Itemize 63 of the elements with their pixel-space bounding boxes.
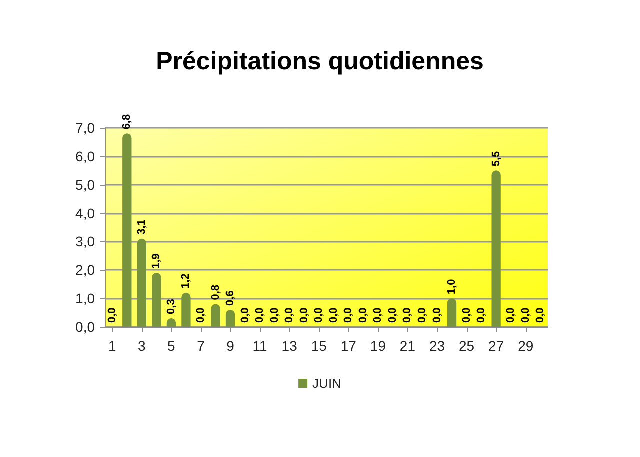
x-tick-label: 25: [458, 338, 475, 354]
y-tick-label: 5,0: [76, 176, 96, 193]
x-tick-label: 1: [108, 338, 116, 354]
data-label: 0,0: [239, 308, 252, 323]
data-label: 0,6: [224, 290, 237, 306]
data-label: 0,0: [106, 308, 118, 323]
data-label: 5,5: [490, 151, 502, 167]
bar: [182, 292, 191, 327]
data-label: 0,3: [165, 299, 178, 314]
data-label: 0,0: [372, 308, 384, 323]
chart-title: Précipitations quotidiennes: [156, 48, 484, 76]
y-tick-label: 7,0: [76, 120, 96, 136]
data-label: 0,0: [460, 308, 473, 323]
x-tick-label: 5: [168, 338, 176, 354]
x-tick-label: 19: [370, 338, 386, 354]
bar: [137, 238, 146, 327]
data-label: 0,8: [210, 284, 222, 300]
x-tick-label: 23: [429, 338, 446, 354]
y-tick-label: 1,0: [76, 290, 96, 307]
data-label: 0,0: [505, 308, 518, 323]
bar: [211, 304, 220, 327]
data-label: 0,0: [298, 308, 310, 323]
bar: [152, 272, 162, 327]
x-tick-label: 13: [282, 338, 298, 354]
x-tick-label: 15: [311, 338, 328, 354]
x-tick-label: 9: [226, 338, 235, 354]
data-label: 1,9: [150, 254, 163, 269]
data-label: 0,0: [431, 308, 444, 323]
y-tick-label: 0,0: [76, 319, 96, 335]
x-tick-label: 29: [518, 338, 534, 354]
data-label: 0,0: [194, 308, 207, 323]
data-label: 0,0: [268, 308, 281, 323]
data-label: 0,0: [313, 308, 326, 323]
bar: [492, 170, 501, 327]
bar: [122, 134, 132, 327]
bar: [226, 310, 236, 327]
data-label: 0,0: [534, 308, 547, 323]
data-label: 0,0: [254, 308, 266, 323]
y-tick-label: 4,0: [76, 205, 96, 222]
data-label: 3,1: [136, 220, 148, 235]
data-label: 0,0: [357, 308, 370, 323]
data-label: 0,0: [342, 308, 355, 323]
x-tick-label: 3: [138, 338, 146, 354]
data-label: 0,0: [402, 308, 414, 323]
data-label: 1,0: [446, 279, 458, 295]
data-label: 0,0: [284, 308, 296, 323]
y-tick-label: 6,0: [76, 148, 96, 164]
data-label: 0,0: [328, 308, 340, 323]
x-tick-label: 7: [197, 338, 206, 354]
x-tick-label: 21: [400, 338, 416, 354]
data-label: 0,0: [386, 308, 399, 323]
data-label: 1,2: [180, 274, 192, 289]
data-label: 0,0: [520, 308, 532, 323]
data-label: 6,8: [121, 114, 134, 130]
y-tick-label: 3,0: [76, 234, 96, 250]
y-tick-label: 2,0: [76, 262, 96, 278]
x-tick-label: 17: [340, 338, 357, 354]
data-label: 0,0: [416, 308, 428, 323]
x-tick-label: 27: [488, 338, 504, 354]
legend-label: JUIN: [312, 376, 342, 391]
bar: [447, 298, 457, 327]
x-tick-label: 11: [252, 338, 268, 354]
data-label: 0,0: [476, 308, 488, 323]
